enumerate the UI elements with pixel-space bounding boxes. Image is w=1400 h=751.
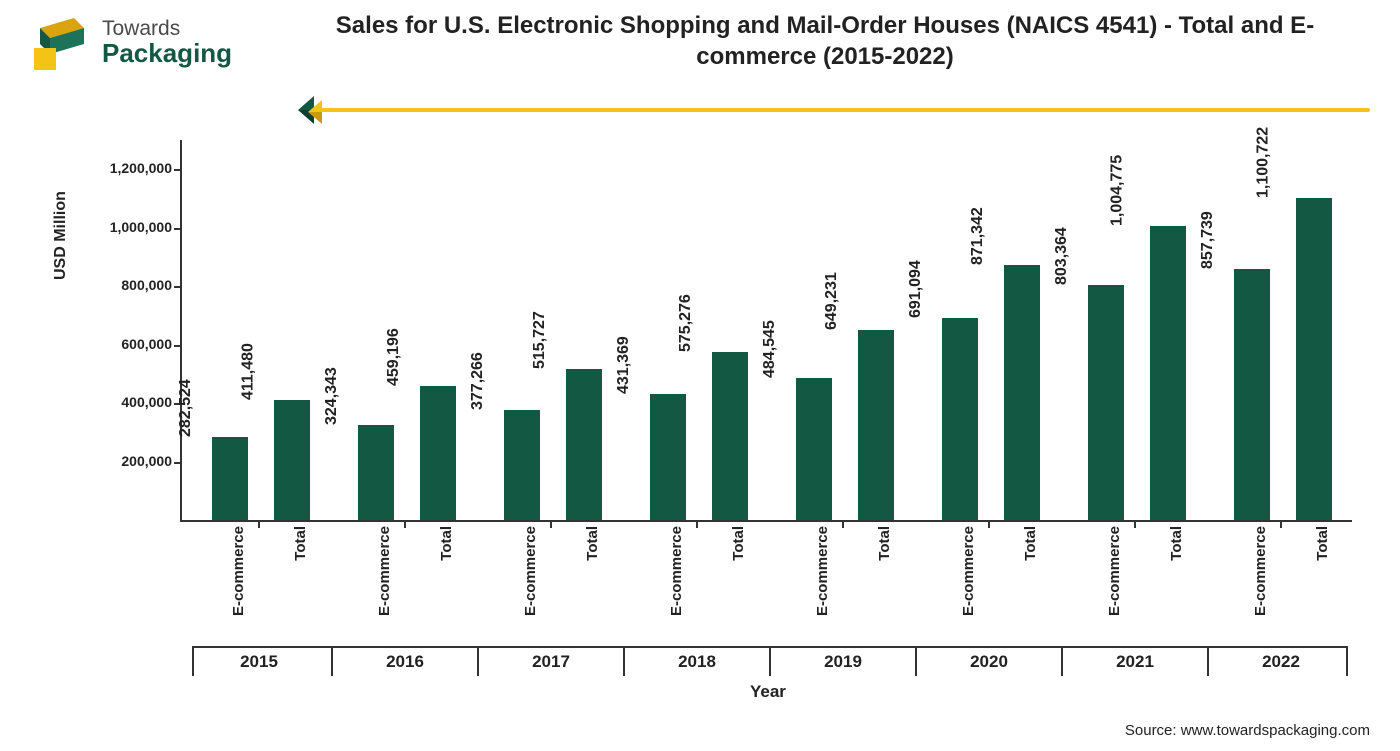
bar-value-label: 515,727	[531, 311, 549, 369]
x-tick-long	[331, 646, 333, 676]
bar-category-label: Total	[292, 526, 309, 561]
source-text: Source: www.towardspackaging.com	[1125, 722, 1370, 739]
year-label: 2019	[813, 652, 873, 672]
x-tick-long	[192, 646, 194, 676]
bar-category-label: Total	[1314, 526, 1331, 561]
y-tick-label: 1,200,000	[80, 160, 172, 176]
bar-category-label: Total	[584, 526, 601, 561]
bar: 691,094E-commerce	[942, 318, 978, 520]
y-tick-label: 400,000	[80, 394, 172, 410]
bar-category-label: E-commerce	[1252, 526, 1269, 616]
ornament	[290, 96, 1370, 124]
y-axis-label: USD Million	[52, 191, 70, 280]
x-tick-long	[1207, 646, 1209, 676]
y-tick-label: 200,000	[80, 453, 172, 469]
x-tick-long	[1346, 646, 1348, 676]
bar-category-label: Total	[876, 526, 893, 561]
x-tick-short	[988, 520, 990, 528]
bar: 1,004,775Total	[1150, 226, 1186, 520]
bar-category-label: E-commerce	[814, 526, 831, 616]
bar: 575,276Total	[712, 352, 748, 520]
bar-value-label: 575,276	[677, 294, 695, 352]
bar-value-label: 649,231	[823, 272, 841, 330]
logo: Towards Packaging	[30, 14, 232, 72]
bar-value-label: 282,524	[177, 380, 195, 438]
bar-value-label: 484,545	[761, 321, 779, 379]
bar: 484,545E-commerce	[796, 378, 832, 520]
plot-area: 282,524E-commerce 411,480Total 324,343E-co…	[180, 140, 1352, 522]
y-tick-label: 800,000	[80, 277, 172, 293]
bar-value-label: 1,004,775	[1108, 155, 1126, 226]
logo-text: Towards Packaging	[102, 18, 232, 67]
bar: 871,342Total	[1004, 265, 1040, 520]
year-label: 2018	[667, 652, 727, 672]
bar-category-label: Total	[1022, 526, 1039, 561]
bar-value-label: 691,094	[907, 260, 925, 318]
ornament-bar	[318, 108, 1370, 112]
logo-line1: Towards	[102, 18, 232, 40]
x-tick-short	[1134, 520, 1136, 528]
bar: 857,739E-commerce	[1234, 269, 1270, 520]
year-label: 2017	[521, 652, 581, 672]
bar-value-label: 459,196	[385, 328, 403, 386]
bar: 803,364E-commerce	[1088, 285, 1124, 520]
x-tick-long	[477, 646, 479, 676]
bar: 649,231Total	[858, 330, 894, 520]
year-label: 2022	[1251, 652, 1311, 672]
year-label: 2021	[1105, 652, 1165, 672]
bar-value-label: 857,739	[1199, 211, 1217, 269]
bar: 1,100,722Total	[1296, 198, 1332, 520]
bar: 431,369E-commerce	[650, 394, 686, 520]
bar-category-label: Total	[438, 526, 455, 561]
bar-value-label: 431,369	[615, 336, 633, 394]
x-tick-short	[696, 520, 698, 528]
bar-category-label: E-commerce	[522, 526, 539, 616]
x-tick-long	[769, 646, 771, 676]
bar-category-label: E-commerce	[376, 526, 393, 616]
bar: 411,480Total	[274, 400, 310, 520]
bar: 377,266E-commerce	[504, 410, 540, 520]
bar-category-label: E-commerce	[960, 526, 977, 616]
bar-category-label: E-commerce	[668, 526, 685, 616]
bar: 515,727Total	[566, 369, 602, 520]
x-tick-long	[915, 646, 917, 676]
x-tick-short	[842, 520, 844, 528]
x-tick-long	[1061, 646, 1063, 676]
bar: 459,196Total	[420, 386, 456, 520]
x-subaxis-line	[193, 646, 1347, 648]
x-tick-short	[404, 520, 406, 528]
logo-line2: Packaging	[102, 40, 232, 67]
x-tick-long	[623, 646, 625, 676]
x-tick-short	[258, 520, 260, 528]
bar-value-label: 324,343	[323, 367, 341, 425]
x-axis-label: Year	[750, 682, 786, 702]
bar-value-label: 411,480	[240, 343, 258, 400]
bar-value-label: 377,266	[469, 352, 487, 410]
chart: USD Million 200,000400,000600,000800,000…	[80, 140, 1360, 700]
chart-title: Sales for U.S. Electronic Shopping and M…	[300, 10, 1350, 72]
logo-icon	[30, 14, 92, 72]
bar-category-label: E-commerce	[1106, 526, 1123, 616]
bar: 282,524E-commerce	[212, 437, 248, 520]
year-label: 2020	[959, 652, 1019, 672]
x-tick-short	[1280, 520, 1282, 528]
x-tick-short	[550, 520, 552, 528]
bar-category-label: Total	[730, 526, 747, 561]
bar-value-label: 871,342	[969, 207, 987, 265]
bar-value-label: 1,100,722	[1254, 127, 1272, 198]
bar-category-label: Total	[1168, 526, 1185, 561]
year-label: 2016	[375, 652, 435, 672]
bar-category-label: E-commerce	[230, 526, 247, 616]
bar-value-label: 803,364	[1053, 227, 1071, 285]
y-tick-label: 1,000,000	[80, 219, 172, 235]
year-label: 2015	[229, 652, 289, 672]
bar: 324,343E-commerce	[358, 425, 394, 520]
y-tick-label: 600,000	[80, 336, 172, 352]
